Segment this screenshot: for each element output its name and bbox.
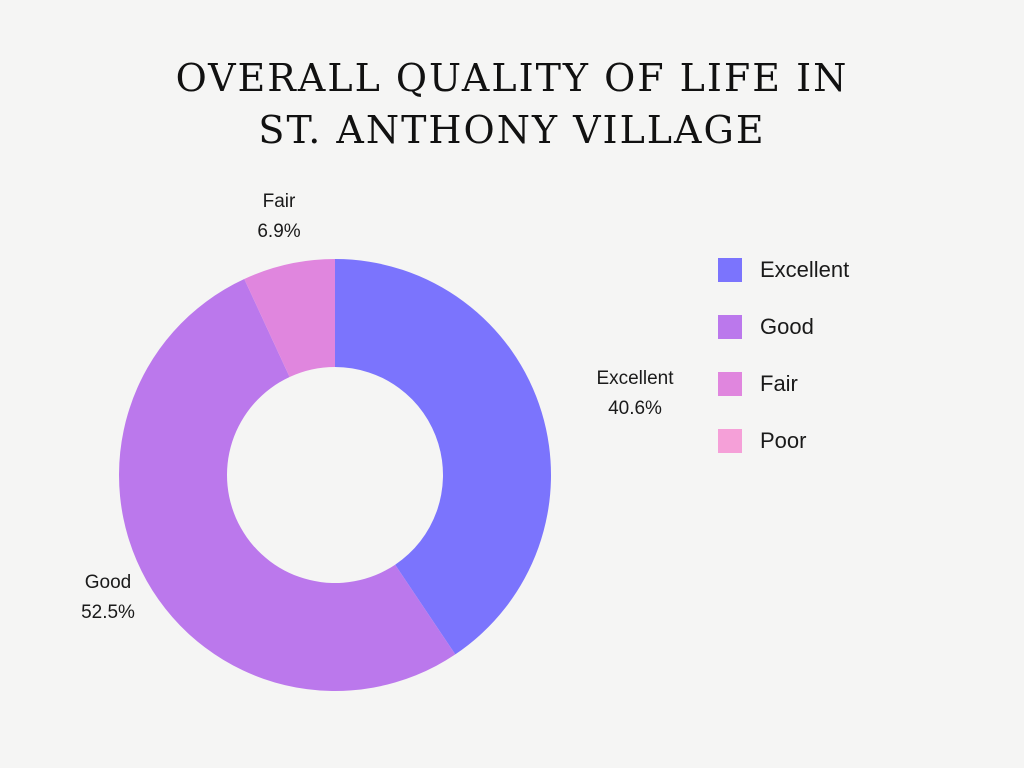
slice-label-good: Good 52.5% [81, 572, 135, 623]
legend-item-good: Good [718, 312, 849, 342]
legend-swatch-fair [718, 372, 742, 396]
legend-swatch-excellent [718, 258, 742, 282]
legend-label-good: Good [760, 314, 814, 339]
legend-item-excellent: Excellent [718, 255, 849, 285]
legend-swatch-poor [718, 429, 742, 453]
slice-labels: Excellent 40.6% Good 52.5% Fair 6.9% [81, 191, 674, 623]
legend-swatch-good [718, 315, 742, 339]
chart-title-line-1: OVERALL QUALITY OF LIFE IN [175, 56, 849, 100]
chart-title: OVERALL QUALITY OF LIFE IN ST. ANTHONY V… [0, 52, 1024, 156]
legend-label-excellent: Excellent [760, 257, 850, 282]
legend-item-poor: Poor [718, 426, 849, 456]
donut-slices [118, 259, 551, 691]
legend-label-fair: Fair [760, 371, 798, 396]
chart-title-line-2: ST. ANTHONY VILLAGE [258, 108, 766, 152]
slice-fair [244, 259, 335, 377]
legend-item-fair: Fair [718, 369, 849, 399]
chart-legend: Excellent Good Fair Poor [718, 255, 849, 483]
legend-label-poor: Poor [760, 428, 807, 453]
slice-label-fair: Fair 6.9% [257, 191, 300, 242]
slice-good [118, 278, 456, 691]
slice-label-excellent: Excellent 40.6% [596, 368, 674, 419]
slice-excellent [335, 259, 551, 655]
